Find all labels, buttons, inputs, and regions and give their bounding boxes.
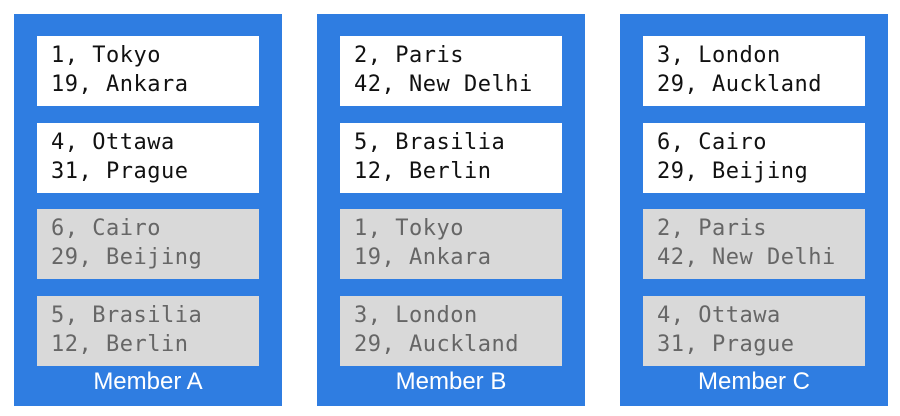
record-line: 2, Paris bbox=[354, 43, 464, 68]
record-line: 42, New Delhi bbox=[354, 72, 533, 97]
record-line: 1, Tokyo bbox=[51, 43, 161, 68]
member-panel: 3, London 29, Auckland 6, Cairo 29, Beijing… bbox=[620, 14, 888, 406]
record-line: 3, London bbox=[354, 303, 478, 328]
primary-partition-box: 4, Ottawa 31, Prague bbox=[37, 123, 259, 193]
primary-partition-box: 6, Cairo 29, Beijing bbox=[643, 123, 865, 193]
record-line: 29, Beijing bbox=[657, 159, 809, 184]
member-panel: 1, Tokyo 19, Ankara 4, Ottawa 31, Prague 6, … bbox=[14, 14, 282, 406]
record-line: 19, Ankara bbox=[354, 245, 492, 270]
record-line: 5, Brasilia bbox=[354, 130, 506, 155]
member-panel: 2, Paris 42, New Delhi 5, Brasilia 12, Berl… bbox=[317, 14, 585, 406]
record-line: 31, Prague bbox=[657, 332, 795, 357]
member-label: Member C bbox=[697, 368, 811, 395]
record-line: 3, London bbox=[657, 43, 781, 68]
replica-partition-box: 3, London 29, Auckland bbox=[340, 296, 562, 366]
record-line: 4, Ottawa bbox=[657, 303, 781, 328]
record-line: 42, New Delhi bbox=[657, 245, 836, 270]
replica-partition-box: 4, Ottawa 31, Prague bbox=[643, 296, 865, 366]
member-label: Member B bbox=[395, 368, 507, 395]
record-line: 19, Ankara bbox=[51, 72, 189, 97]
record-line: 6, Cairo bbox=[51, 216, 161, 241]
record-line: 29, Auckland bbox=[657, 72, 822, 97]
primary-partition-box: 1, Tokyo 19, Ankara bbox=[37, 36, 259, 106]
primary-partition-box: 5, Brasilia 12, Berlin bbox=[340, 123, 562, 193]
record-line: 29, Auckland bbox=[354, 332, 519, 357]
record-line: 2, Paris bbox=[657, 216, 767, 241]
record-line: 12, Berlin bbox=[51, 332, 189, 357]
primary-partition-box: 2, Paris 42, New Delhi bbox=[340, 36, 562, 106]
replica-partition-box: 5, Brasilia 12, Berlin bbox=[37, 296, 259, 366]
record-line: 5, Brasilia bbox=[51, 303, 203, 328]
record-line: 12, Berlin bbox=[354, 159, 492, 184]
primary-partition-box: 3, London 29, Auckland bbox=[643, 36, 865, 106]
member-label: Member A bbox=[93, 368, 203, 395]
record-line: 1, Tokyo bbox=[354, 216, 464, 241]
replica-partition-box: 1, Tokyo 19, Ankara bbox=[340, 209, 562, 279]
replica-partition-box: 6, Cairo 29, Beijing bbox=[37, 209, 259, 279]
record-line: 29, Beijing bbox=[51, 245, 203, 270]
record-line: 6, Cairo bbox=[657, 130, 767, 155]
record-line: 4, Ottawa bbox=[51, 130, 175, 155]
record-line: 31, Prague bbox=[51, 159, 189, 184]
replica-partition-box: 2, Paris 42, New Delhi bbox=[643, 209, 865, 279]
